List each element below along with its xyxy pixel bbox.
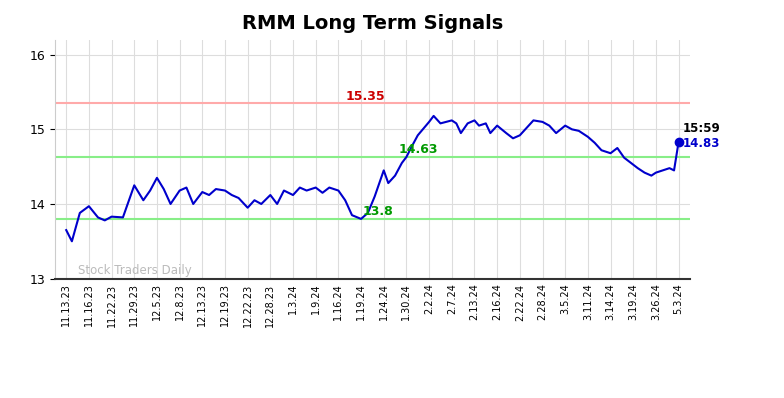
- Text: 14.63: 14.63: [398, 143, 438, 156]
- Text: 14.83: 14.83: [683, 137, 720, 150]
- Text: 15:59: 15:59: [683, 121, 720, 135]
- Title: RMM Long Term Signals: RMM Long Term Signals: [241, 14, 503, 33]
- Text: 13.8: 13.8: [362, 205, 393, 218]
- Text: 15.35: 15.35: [345, 90, 385, 103]
- Text: Stock Traders Daily: Stock Traders Daily: [78, 264, 191, 277]
